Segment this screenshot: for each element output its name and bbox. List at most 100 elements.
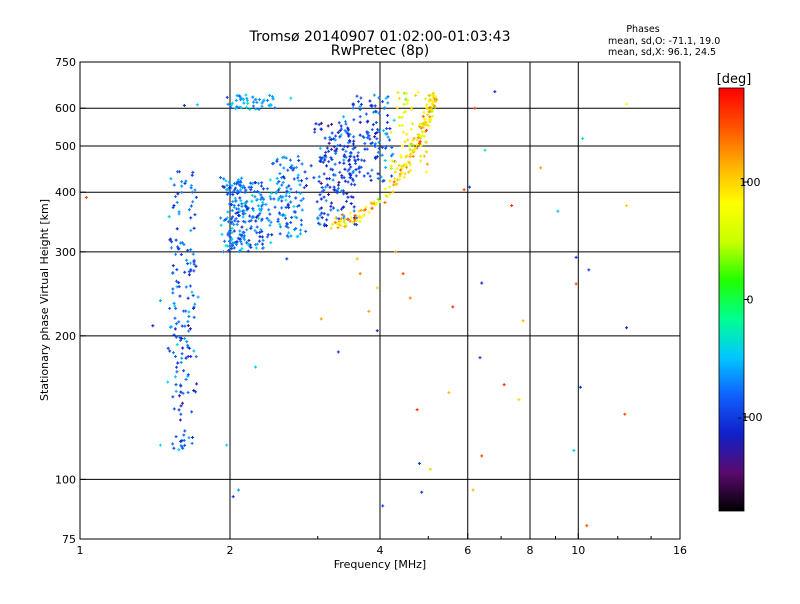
data-point — [493, 90, 497, 94]
data-point — [237, 213, 241, 217]
data-point — [225, 192, 229, 196]
data-point — [396, 178, 400, 182]
data-point — [351, 147, 355, 151]
data-point — [184, 309, 188, 313]
data-point — [432, 99, 436, 103]
data-point — [243, 212, 247, 216]
data-point — [282, 155, 286, 159]
data-point — [174, 238, 178, 242]
data-point — [411, 154, 415, 158]
data-point — [386, 135, 390, 139]
data-point — [253, 195, 257, 199]
data-point — [351, 220, 355, 224]
data-point — [268, 194, 272, 198]
data-point — [244, 93, 248, 97]
data-point — [259, 209, 263, 213]
data-point — [242, 201, 246, 205]
data-point — [245, 105, 249, 109]
data-point — [172, 204, 176, 208]
data-point — [187, 346, 191, 350]
data-point — [385, 144, 389, 148]
data-point — [175, 343, 179, 347]
data-point — [186, 320, 190, 324]
data-point — [260, 104, 264, 108]
data-point — [338, 143, 342, 147]
y-tick-label: 100 — [55, 473, 76, 486]
data-point — [425, 123, 429, 127]
data-point — [428, 98, 432, 102]
data-point — [235, 222, 239, 226]
data-point — [319, 127, 323, 131]
data-point — [361, 214, 365, 218]
data-point — [316, 217, 320, 221]
data-point — [478, 356, 482, 360]
data-point — [374, 131, 378, 135]
data-point — [289, 200, 293, 204]
data-point — [351, 142, 355, 146]
data-point — [176, 192, 180, 196]
data-point — [272, 197, 276, 201]
data-point — [172, 333, 176, 337]
data-point — [357, 100, 361, 104]
data-point — [261, 200, 265, 204]
data-point — [173, 355, 177, 359]
data-point — [320, 186, 324, 190]
data-point — [368, 137, 372, 141]
data-point — [415, 408, 419, 412]
data-point — [176, 245, 180, 249]
data-point — [191, 170, 195, 174]
data-point — [244, 204, 248, 208]
data-point — [227, 248, 231, 252]
data-point — [373, 104, 377, 108]
data-point — [408, 163, 412, 167]
data-point — [169, 177, 173, 181]
data-point — [404, 97, 408, 101]
data-point — [349, 182, 353, 186]
data-point — [581, 137, 585, 141]
y-tick-label: 500 — [55, 140, 76, 153]
data-point — [173, 304, 177, 308]
data-point — [390, 145, 394, 149]
data-point — [359, 208, 363, 212]
data-point — [284, 194, 288, 198]
data-point — [174, 435, 178, 439]
y-tick-label: 300 — [55, 246, 76, 259]
data-point — [236, 180, 240, 184]
data-point — [377, 96, 381, 100]
data-point — [400, 115, 404, 119]
data-point — [296, 176, 300, 180]
data-point — [182, 103, 186, 107]
data-point — [280, 199, 284, 203]
data-point — [171, 351, 175, 355]
data-point — [255, 225, 259, 229]
data-point — [433, 104, 437, 108]
data-point — [389, 164, 393, 168]
data-point — [186, 345, 190, 349]
data-point — [259, 228, 263, 232]
data-point — [237, 183, 241, 187]
data-point — [419, 134, 423, 138]
data-point — [233, 219, 237, 223]
data-point — [323, 153, 327, 157]
data-point — [352, 205, 356, 209]
data-point — [284, 156, 288, 160]
data-point — [332, 145, 336, 149]
data-point — [397, 115, 401, 119]
data-point — [180, 352, 184, 356]
data-point — [407, 170, 411, 174]
data-point — [195, 382, 199, 386]
data-point — [236, 488, 240, 492]
data-point — [502, 383, 506, 387]
data-point — [232, 223, 236, 227]
data-point — [355, 94, 359, 98]
data-point — [249, 185, 253, 189]
data-point — [238, 196, 242, 200]
data-point — [183, 429, 187, 433]
data-point — [275, 176, 279, 180]
data-point — [175, 268, 179, 272]
data-point — [406, 98, 410, 102]
data-point — [230, 101, 234, 105]
data-point — [258, 212, 262, 216]
data-point — [187, 208, 191, 212]
data-point — [398, 174, 402, 178]
